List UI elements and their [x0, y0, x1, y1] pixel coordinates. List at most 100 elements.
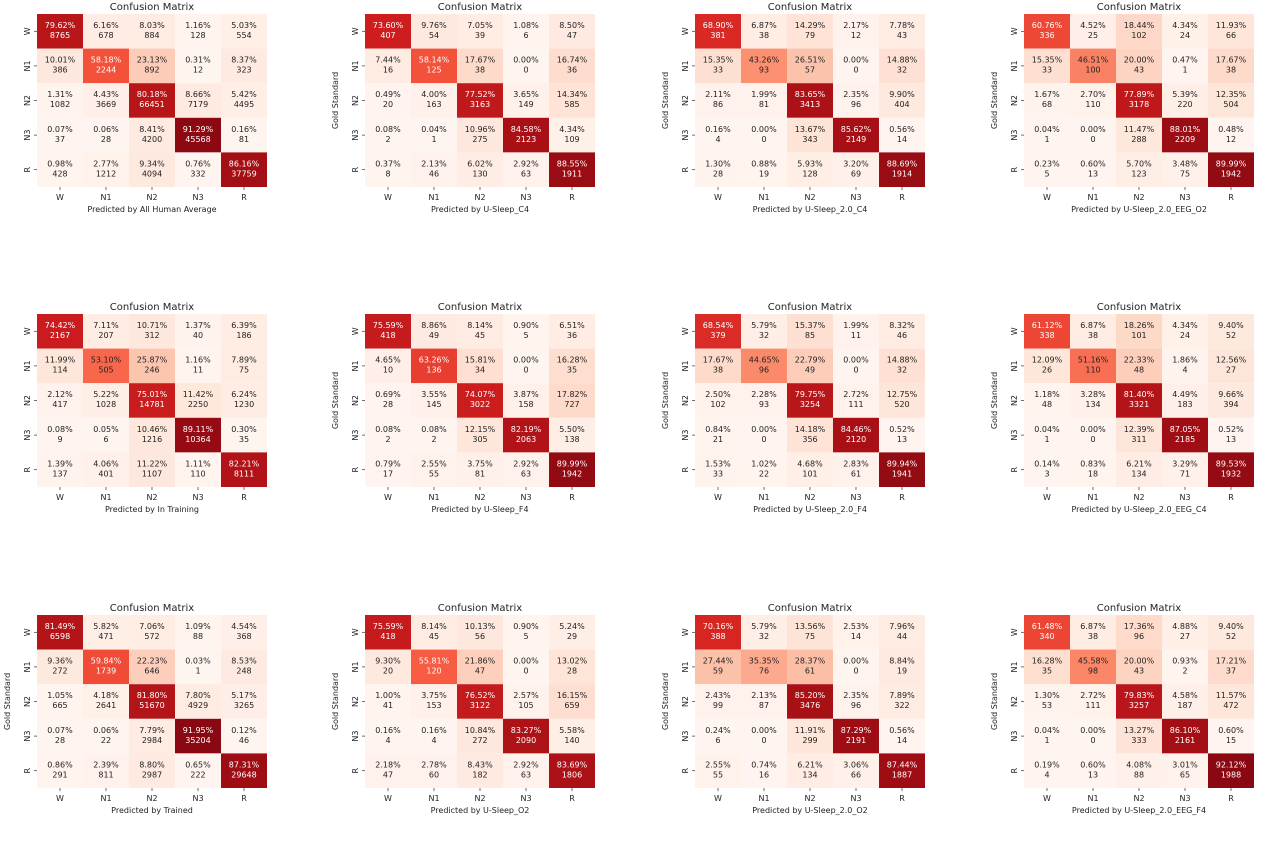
cell-count-label: 22 [101, 736, 111, 745]
cell-count-label: 418 [380, 632, 395, 641]
cell-percent-label: 9.36% [47, 657, 73, 666]
cell-count-label: 48 [1042, 400, 1052, 409]
x-tick-label: R [569, 193, 575, 202]
heatmap-cell [1208, 684, 1254, 719]
cell-count-label: 3476 [800, 701, 820, 710]
cell-count-label: 28 [383, 400, 393, 409]
heatmap-cell [1208, 348, 1254, 384]
x-tick-label: N3 [850, 193, 861, 202]
cell-percent-label: 5.24% [559, 622, 585, 631]
cell-count-label: 7179 [188, 100, 208, 109]
cell-count-label: 418 [380, 331, 395, 340]
y-tick-label: N3 [681, 731, 690, 742]
y-tick-label: N3 [681, 430, 690, 441]
cell-percent-label: 3.29% [1172, 459, 1198, 468]
cell-count-label: 2209 [1175, 135, 1195, 144]
heatmap-cell [365, 684, 411, 719]
heatmap-cell [1162, 649, 1208, 685]
cell-count-label: 1 [1044, 135, 1049, 144]
cell-percent-label: 0.16% [231, 125, 257, 134]
x-tick-label: R [569, 794, 575, 803]
cell-count-label: 52 [1226, 632, 1236, 641]
chart-title: Confusion Matrix [110, 2, 194, 13]
y-tick-label: R [23, 166, 32, 172]
heatmap-cell [741, 348, 787, 384]
heatmap-cell [37, 753, 83, 788]
cell-count-label: 20 [383, 100, 393, 109]
cell-count-label: 183 [1177, 400, 1192, 409]
x-tick-label: N3 [1179, 794, 1190, 803]
cell-count-label: 332 [190, 169, 205, 178]
cell-percent-label: 0.56% [889, 726, 915, 735]
cell-count-label: 109 [564, 135, 579, 144]
heatmap-cell [1024, 753, 1070, 788]
heatmap-cell [503, 348, 549, 384]
heatmap-cell [37, 615, 83, 650]
heatmap-cell [695, 117, 741, 153]
heatmap-cell [1116, 117, 1162, 153]
cell-percent-label: 0.76% [185, 159, 211, 168]
heatmap-cell [1024, 14, 1070, 49]
cell-count-label: 21 [713, 435, 723, 444]
y-tick-label: W [1010, 628, 1019, 636]
cell-percent-label: 0.07% [47, 726, 73, 735]
cell-percent-label: 9.90% [889, 90, 915, 99]
x-tick-label: N3 [850, 493, 861, 502]
heatmap-cell [175, 14, 221, 49]
cell-count-label: 43 [897, 31, 907, 40]
cell-count-label: 572 [144, 632, 159, 641]
cell-percent-label: 83.27% [511, 726, 542, 735]
heatmap-cell [549, 14, 595, 49]
cell-count-label: 56 [475, 632, 485, 641]
cell-percent-label: 0.60% [1080, 159, 1106, 168]
x-tick-label: W [56, 794, 64, 803]
cell-count-label: 5 [523, 632, 528, 641]
heatmap-cell [37, 117, 83, 153]
cell-percent-label: 7.44% [375, 56, 401, 65]
cell-count-label: 123 [1131, 169, 1146, 178]
cell-count-label: 2123 [516, 135, 536, 144]
cell-percent-label: 1.05% [47, 691, 73, 700]
cell-percent-label: 0.14% [1034, 459, 1060, 468]
cell-count-label: 220 [1177, 100, 1192, 109]
heatmap-cell [549, 649, 595, 685]
cell-percent-label: 89.53% [1216, 459, 1247, 468]
cell-count-label: 59 [713, 667, 723, 676]
y-tick-label: N3 [351, 731, 360, 742]
cell-percent-label: 0.88% [751, 159, 777, 168]
cell-count-label: 79 [805, 31, 815, 40]
heatmap-cell [1024, 348, 1070, 384]
cell-count-label: 114 [52, 366, 67, 375]
heatmap-cell [37, 452, 83, 487]
cell-count-label: 96 [851, 701, 861, 710]
heatmap-cell [1162, 684, 1208, 719]
heatmap-cell [221, 83, 267, 118]
y-tick-label: N3 [23, 731, 32, 742]
heatmap-cell [365, 348, 411, 384]
x-tick-label: N2 [146, 794, 157, 803]
cell-count-label: 3254 [800, 400, 820, 409]
heatmap-cell [175, 83, 221, 118]
x-tick-label: N2 [804, 493, 815, 502]
heatmap-cell [1162, 383, 1208, 418]
cell-percent-label: 0.98% [47, 159, 73, 168]
heatmap-cell [879, 615, 925, 650]
heatmap-cell [411, 117, 457, 153]
confusion-matrix-panel: Confusion Matrix 74.42% 2167 7.11% 207 10.71%… [0, 300, 320, 550]
cell-count-label: 61 [851, 469, 861, 478]
cell-percent-label: 0.19% [1034, 760, 1060, 769]
cell-percent-label: 0.37% [375, 159, 401, 168]
heatmap-cell [833, 452, 879, 487]
cell-percent-label: 58.18% [91, 56, 122, 65]
heatmap-cell [1208, 314, 1254, 349]
cell-count-label: 1230 [234, 400, 254, 409]
y-tick-label: N3 [351, 430, 360, 441]
cell-percent-label: 9.40% [1218, 622, 1244, 631]
x-tick-label: R [899, 794, 905, 803]
cell-percent-label: 10.71% [137, 321, 168, 330]
cell-percent-label: 15.37% [795, 321, 826, 330]
heatmap-cell [365, 117, 411, 153]
cell-count-label: 32 [759, 331, 769, 340]
cell-count-label: 53 [1042, 701, 1052, 710]
y-tick-label: N2 [23, 696, 32, 707]
